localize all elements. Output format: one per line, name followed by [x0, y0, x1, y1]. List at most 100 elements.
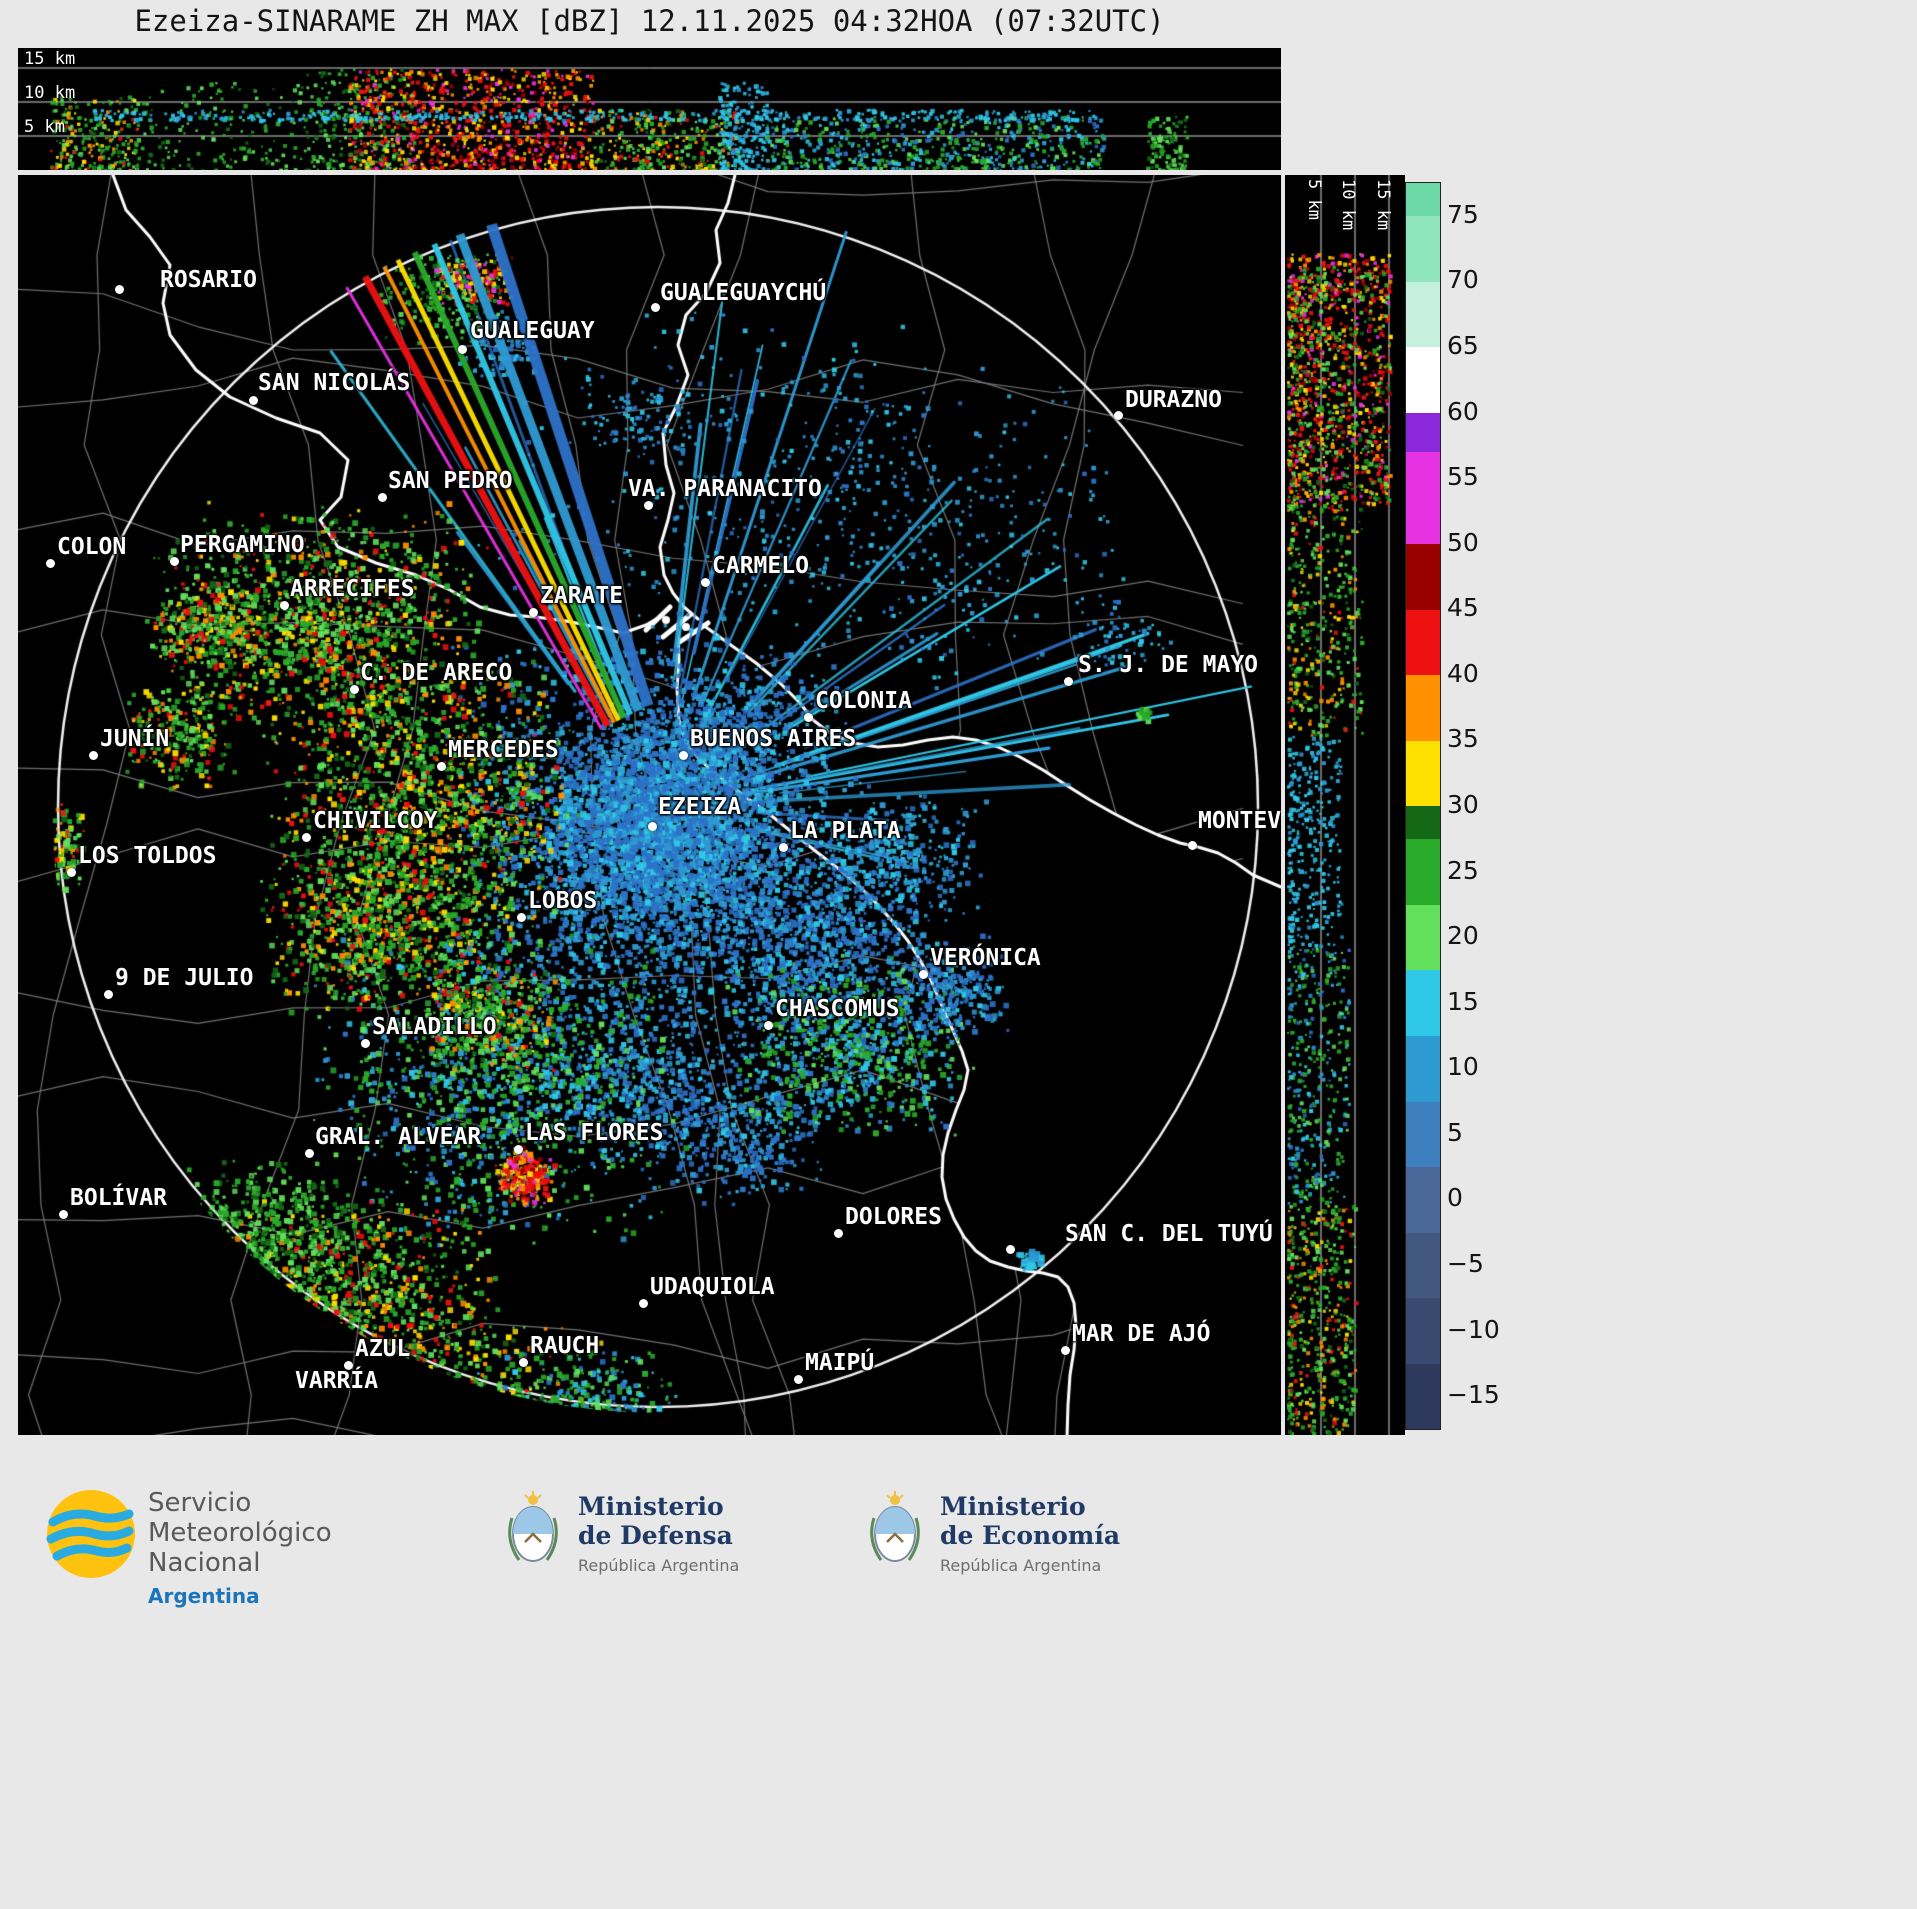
- city-dot: [651, 303, 660, 312]
- city-label: GRAL. ALVEAR: [315, 1124, 482, 1150]
- city-dot: [104, 990, 113, 999]
- city-dot: [1114, 411, 1123, 420]
- right-cross-section-panel: 5 km 10 km 15 km: [1285, 175, 1405, 1435]
- city-label: GUALEGUAYCHÚ: [660, 280, 827, 306]
- colorbar-band: [1406, 609, 1440, 676]
- colorbar-band: [1406, 806, 1440, 840]
- colorbar-band: [1406, 838, 1440, 905]
- city-label: LOBOS: [528, 888, 598, 914]
- city-label: PERGAMINO: [180, 532, 305, 558]
- economia-crest-icon: [867, 1490, 923, 1572]
- altitude-label-5km: 5 km: [24, 117, 65, 137]
- colorbar-band: [1406, 281, 1440, 348]
- page-title: Ezeiza-SINARAME ZH MAX [dBZ] 12.11.2025 …: [134, 4, 1165, 38]
- city-dot: [344, 1361, 353, 1370]
- city-dot: [919, 970, 928, 979]
- city-label: COLONIA: [815, 688, 912, 714]
- city-dot: [648, 822, 657, 831]
- city-dot: [378, 493, 387, 502]
- city-label: MONTEV: [1198, 808, 1281, 834]
- city-label: UDAQUIOLA: [650, 1274, 775, 1300]
- city-dot: [170, 557, 179, 566]
- city-label: CARMELO: [712, 553, 809, 579]
- colorbar-tick-label: 45: [1447, 593, 1479, 623]
- city-label: SAN NICOLÁS: [258, 370, 411, 396]
- city-dot: [67, 868, 76, 877]
- economia-subtext: República Argentina: [940, 1556, 1102, 1575]
- colorbar-tick-label: 35: [1447, 724, 1479, 754]
- colorbar-tick-label: 0: [1447, 1183, 1463, 1213]
- city-label: VERÓNICA: [930, 945, 1041, 971]
- colorbar-tick-label: 50: [1447, 527, 1479, 557]
- city-label: COLON: [57, 534, 127, 560]
- colorbar-tick-label: 55: [1447, 462, 1479, 492]
- colorbar-band: [1406, 183, 1440, 217]
- city-dot: [115, 285, 124, 294]
- colorbar-tick-label: −10: [1447, 1314, 1500, 1344]
- altitude-label-5km-vertical: 5 km: [1304, 179, 1324, 220]
- defensa-text-line: de Defensa: [578, 1521, 733, 1550]
- colorbar-band: [1406, 1297, 1440, 1364]
- radar-map-canvas: [18, 175, 1281, 1435]
- city-label: DURAZNO: [1125, 387, 1222, 413]
- city-dot: [514, 1145, 523, 1154]
- city-label: EZEIZA: [658, 794, 742, 820]
- top-cross-section-canvas: [18, 48, 1281, 170]
- colorbar-band: [1406, 451, 1440, 545]
- colorbar-tick-label: 75: [1447, 199, 1479, 229]
- colorbar-band: [1406, 1166, 1440, 1233]
- city-label: C. DE ARECO: [360, 660, 513, 686]
- city-dot: [764, 1021, 773, 1030]
- defensa-subtext: República Argentina: [578, 1556, 740, 1575]
- colorbar-band: [1406, 543, 1440, 610]
- city-label: MAR DE AJÓ: [1072, 1321, 1211, 1347]
- city-label: LAS FLORES: [525, 1120, 664, 1146]
- colorbar-tick-label: 40: [1447, 658, 1479, 688]
- colorbar-band: [1406, 412, 1440, 453]
- city-dot: [779, 843, 788, 852]
- smn-text-line: Servicio: [148, 1488, 252, 1518]
- city-label: ARRECIFES: [290, 576, 415, 602]
- city-dot: [644, 501, 653, 510]
- city-label: MAIPÚ: [805, 1350, 875, 1376]
- defensa-text-line: Ministerio: [578, 1492, 724, 1521]
- city-dot: [794, 1375, 803, 1384]
- city-label: JUNÍN: [100, 726, 170, 752]
- colorbar-tick-label: 25: [1447, 855, 1479, 885]
- colorbar-band: [1406, 740, 1440, 807]
- city-label: LOS TOLDOS: [78, 843, 217, 869]
- city-dot: [529, 608, 538, 617]
- footer-logos: Servicio Meteorológico Nacional Argentin…: [0, 1478, 1917, 1658]
- colorbar-band: [1406, 346, 1440, 414]
- altitude-label-10km: 10 km: [24, 83, 76, 103]
- city-dot: [46, 559, 55, 568]
- city-dot: [1188, 841, 1197, 850]
- colorbar-band: [1406, 969, 1440, 1037]
- colorbar-tick-label: −15: [1447, 1380, 1500, 1410]
- city-dot: [59, 1210, 68, 1219]
- city-dot: [639, 1299, 648, 1308]
- city-dot: [437, 762, 446, 771]
- city-dot: [89, 751, 98, 760]
- colorbar-tick-label: 10: [1447, 1052, 1479, 1082]
- city-label: ROSARIO: [160, 267, 257, 293]
- economia-logo-text: Ministerio de Economía República Argenti…: [940, 1492, 1120, 1575]
- smn-logo-text: Servicio Meteorológico Nacional Argentin…: [148, 1488, 332, 1611]
- colorbar-band: [1406, 904, 1440, 971]
- smn-country-label: Argentina: [148, 1584, 260, 1608]
- city-dot: [679, 751, 688, 760]
- city-label: 9 DE JULIO: [115, 965, 254, 991]
- colorbar-tick-label: 70: [1447, 265, 1479, 295]
- smn-text-line: Nacional: [148, 1548, 261, 1578]
- dbz-colorbar-ticks: 75 70 65 60 55 50 45 40 35 30 25 20 15 10 5 0 −5 −10 −15: [1447, 182, 1537, 1428]
- city-label: SAN C. DEL TUYÚ: [1065, 1221, 1273, 1247]
- city-label: RAUCH: [530, 1333, 600, 1359]
- city-label: SALADILLO: [372, 1014, 497, 1040]
- city-dot: [1064, 677, 1073, 686]
- economia-text-line: Ministerio: [940, 1492, 1086, 1521]
- city-label: SAN PEDRO: [388, 468, 513, 494]
- defensa-crest-icon: [505, 1490, 561, 1572]
- altitude-label-15km: 15 km: [24, 49, 76, 69]
- city-dot: [517, 913, 526, 922]
- city-dot: [804, 713, 813, 722]
